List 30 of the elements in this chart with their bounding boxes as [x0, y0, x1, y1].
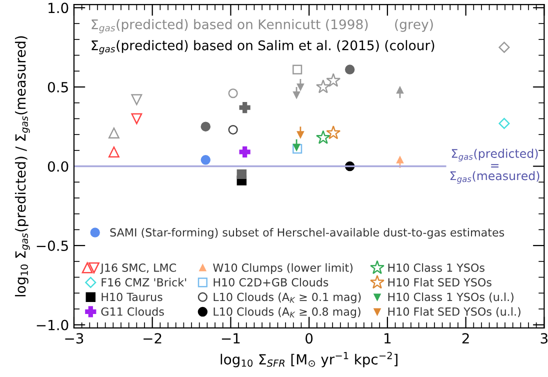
y-tick-label: −0.5 — [36, 240, 68, 252]
y-tick-label: 1.0 — [48, 2, 68, 14]
legend-label: H10 Taurus — [102, 292, 162, 302]
legend-label: J16 SMC, LMC — [100, 263, 176, 274]
y-tick-label: 0.0 — [48, 161, 68, 172]
x-tick-label: 3 — [540, 333, 548, 344]
legend-label: G11 Clouds — [101, 307, 164, 316]
text: Σ$_{gas}$(predicted) = Σ$_{gas}$(measured) — [450, 148, 540, 184]
legend-label: H10 Class 1 YSOs — [388, 263, 484, 272]
legend-label: H10 C2D+GB Clouds — [214, 278, 328, 287]
legend-label: H10 Class 1 YSOs (u.l.) — [388, 292, 514, 302]
x-tick-label: −2 — [144, 333, 162, 344]
x-tick-label: −3 — [65, 333, 84, 344]
x-tick-label: 1 — [384, 333, 391, 344]
legend-label: W10 Clumps (lower limit) — [213, 263, 352, 274]
annotation: Σ$_{gas}$(predicted) based on Kennicutt (1998) (grey) — [92, 19, 433, 34]
legend-label: L10 Clouds (A$_{K}$ ≥ 0.1 mag) — [214, 292, 361, 304]
text: log$_{10}$ Σ$_{SFR}$ [M$_{⊙}$ yr$^{−1}$ kpc$^{−2}$] — [220, 352, 398, 368]
annotation: Σ$_{gas}$(predicted) based on Salim et al. (2015) (colour) — [92, 40, 434, 54]
legend-label: L10 Clouds (A$_{K}$ ≥ 0.8 mag) — [214, 307, 360, 318]
legend-label: H10 Flat SED YSOs (u.l.) — [388, 307, 520, 318]
x-tick-label: 0 — [306, 333, 313, 344]
y-axis-title: log$_{10}$ Σ$_{gas}$(predicted) / Σ$_{gas}$(measured) — [14, 36, 30, 296]
y-tick-label: −1.0 — [36, 320, 68, 330]
legend-label: F16 CMZ 'Brick' — [102, 278, 186, 287]
legend-label: SAMI (Star-forming) subset of Herschel-available dust-to-gas estimates — [110, 228, 504, 239]
x-tick-label: −1 — [222, 333, 240, 344]
legend-label: H10 Flat SED YSOs — [388, 278, 492, 287]
y-tick-label: 0.5 — [48, 82, 68, 92]
x-tick-label: 2 — [462, 333, 469, 344]
